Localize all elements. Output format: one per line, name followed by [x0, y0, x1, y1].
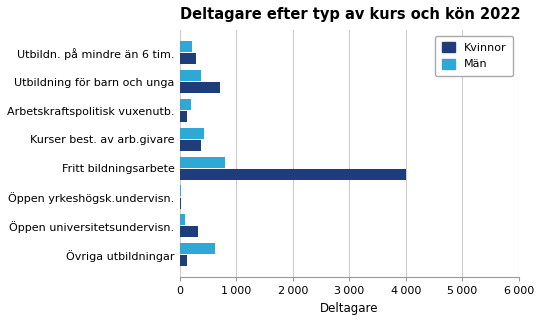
Legend: Kvinnor, Män: Kvinnor, Män: [435, 36, 513, 76]
Bar: [180, 255, 187, 266]
Bar: [180, 226, 198, 237]
Bar: [180, 198, 181, 209]
Bar: [180, 140, 201, 151]
Bar: [180, 82, 220, 93]
Bar: [180, 70, 201, 81]
Bar: [180, 169, 406, 180]
Bar: [180, 214, 184, 225]
Bar: [180, 111, 187, 122]
Bar: [180, 53, 196, 64]
Bar: [180, 156, 225, 168]
Bar: [180, 41, 193, 52]
Text: Deltagare efter typ av kurs och kön 2022: Deltagare efter typ av kurs och kön 2022: [180, 7, 520, 22]
Bar: [180, 128, 204, 139]
Bar: [180, 99, 192, 110]
X-axis label: Deltagare: Deltagare: [320, 302, 379, 315]
Bar: [180, 243, 215, 254]
Bar: [180, 185, 181, 196]
